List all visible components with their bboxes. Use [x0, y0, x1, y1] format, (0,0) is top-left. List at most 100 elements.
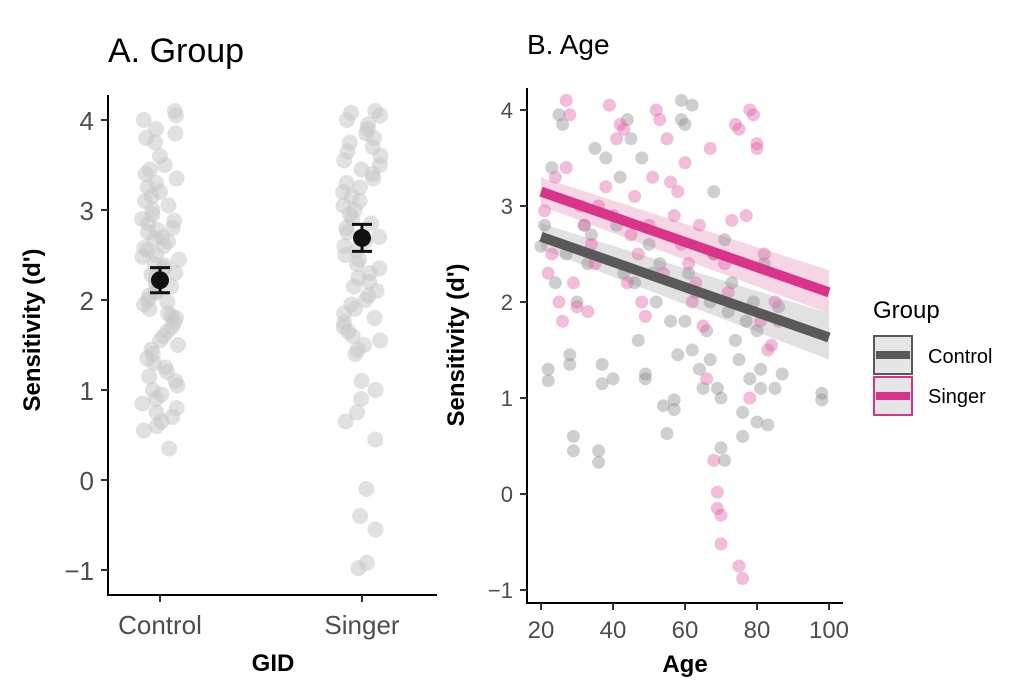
panel-b-point-singer [559, 93, 573, 107]
legend-title: Group [873, 297, 940, 324]
panel-b-point-control [743, 372, 757, 386]
panel-b-point-control [718, 233, 732, 247]
panel-b-point-singer [570, 300, 584, 314]
panel-b-point-control [754, 381, 768, 395]
panel-a-point [365, 170, 382, 187]
panel-b-y-tick-label: 1 [501, 386, 513, 411]
panel-b-point-singer [584, 237, 598, 251]
panel-b-point-singer [577, 218, 591, 232]
panel-b-point-control [563, 357, 577, 371]
panel-b-x-tick-label: 60 [672, 617, 699, 644]
panel-b-point-control [710, 381, 724, 395]
panel-a-point [350, 560, 367, 577]
panel-b-point-singer [678, 156, 692, 170]
panel-b-point-singer [538, 204, 552, 218]
panel-b-point-singer [613, 117, 627, 131]
panel-b-point-control [750, 324, 764, 338]
panel-a-point [353, 391, 370, 407]
panel-b-point-control [714, 441, 728, 455]
panel-a-point [137, 166, 154, 182]
panel-b-point-control [538, 218, 552, 232]
panel-b-point-singer [552, 295, 566, 309]
panel-a-point [357, 292, 374, 308]
panel-b-point-singer [599, 180, 613, 194]
panel-b-point-control [592, 444, 606, 458]
panel-b-x-tick-label: 80 [744, 617, 771, 644]
panel-b-point-control [728, 333, 742, 347]
panel-b-point-control [725, 276, 739, 290]
panel-b-point-control [584, 228, 598, 242]
panel-b-point-singer [732, 122, 746, 136]
panel-b-y-tick-label: −1 [488, 578, 513, 603]
panel-b-point-control [678, 314, 692, 328]
panel-b-point-singer [653, 113, 667, 127]
panel-b-point-control [772, 300, 786, 314]
panel-a-y-tick-label: 3 [80, 196, 94, 226]
panel-b-point-control [761, 418, 775, 432]
panel-b-point-control [541, 374, 555, 388]
panel-b-point-control [570, 295, 584, 309]
panel-b-point-singer [746, 108, 760, 122]
panel-b-y-tick-label: 2 [501, 290, 513, 315]
panel-b-point-singer [692, 218, 706, 232]
panel-b-point-control [628, 276, 642, 290]
panel-b-point-singer [739, 209, 753, 223]
panel-b-point-control [685, 343, 699, 357]
panel-b-point-singer [750, 141, 764, 155]
panel-a-y-tick-label: 2 [80, 286, 94, 316]
panel-b-point-singer [682, 257, 696, 271]
panel-b-y-tick-label: 0 [501, 482, 513, 507]
panel-b-point-singer [703, 141, 717, 155]
panel-b-point-control [718, 453, 732, 467]
panel-b-point-control [588, 141, 602, 155]
panel-b-x-tick-label: 40 [600, 617, 627, 644]
panel-b-point-singer [710, 501, 724, 515]
panel-a-point [167, 265, 184, 281]
panel-b-point-singer [563, 108, 577, 122]
panel-b-point-control [664, 314, 678, 328]
panel-a-point [371, 229, 388, 245]
panel-a-point [372, 332, 389, 349]
panel-b-point-control [631, 333, 645, 347]
panel-b-point-singer [728, 117, 742, 131]
panel-b-point-control [624, 132, 638, 146]
panel-b-point-control [642, 237, 656, 251]
panel-a-point [358, 481, 375, 497]
legend-label-singer: Singer [928, 386, 986, 408]
panel-a-mean-point [151, 271, 169, 290]
panel-b-point-control [620, 113, 634, 127]
panel-a-point [134, 248, 151, 265]
panel-a-y-tick-label: 1 [80, 376, 94, 406]
panel-b-point-control [815, 386, 829, 400]
panel-b-point-singer [624, 228, 638, 242]
panel-b-point-singer [721, 285, 735, 299]
panel-b-point-control [768, 381, 782, 395]
panel-b-fit-line-control [539, 232, 831, 343]
panel-a-point [156, 157, 173, 173]
panel-b-point-control [595, 357, 609, 371]
panel-b-fits [539, 186, 831, 343]
panel-b-point-control [700, 324, 714, 338]
panel-a-point [353, 373, 370, 389]
panel-b-point-control [682, 266, 696, 280]
panel-b-point-control [541, 362, 555, 376]
panel-b-point-control [635, 151, 649, 165]
panel-b-point-singer [646, 170, 660, 184]
panel-b-fit-line-singer [539, 186, 831, 298]
panel-a-point [345, 278, 362, 295]
panel-a-point [336, 152, 353, 169]
panel-a-point [169, 377, 186, 394]
panel-b-point-singer [700, 372, 714, 386]
panel-a-point [168, 170, 185, 187]
panel-b-point-control [660, 427, 674, 440]
panel-b-point-control [595, 377, 609, 391]
panel-b-point-singer [548, 170, 562, 184]
panel-b-point-control [638, 372, 652, 386]
panel-a-point [337, 247, 354, 263]
panel-a-point [147, 391, 164, 407]
legend-label-control: Control [928, 346, 992, 368]
panel-a-point [337, 413, 354, 430]
panel-b-point-singer [768, 295, 782, 309]
panel-b-point-control [556, 117, 570, 131]
panel-a-point [148, 418, 165, 434]
